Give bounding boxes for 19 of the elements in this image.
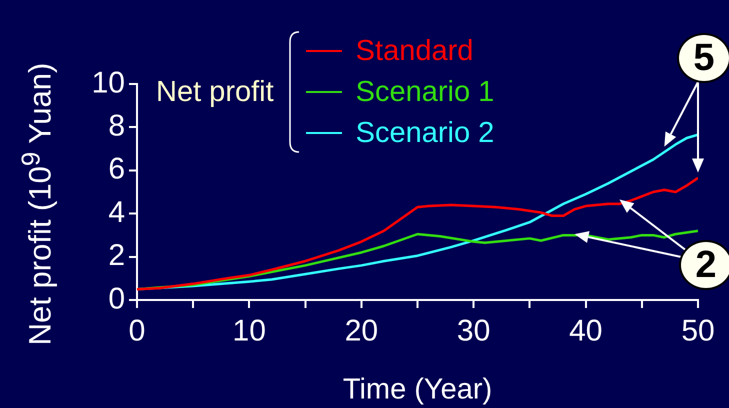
x-tick-label: 10 bbox=[232, 314, 266, 348]
x-tick-label: 30 bbox=[456, 314, 490, 348]
y-tick-label: 6 bbox=[108, 152, 125, 186]
y-tick-label: 8 bbox=[108, 109, 125, 142]
legend-label: Scenario 1 bbox=[356, 76, 494, 108]
y-tick-label: 0 bbox=[108, 282, 125, 316]
annotation: 5 bbox=[677, 33, 729, 83]
x-tick-label: 50 bbox=[681, 314, 715, 348]
y-tick-label: 10 bbox=[92, 66, 125, 100]
annotation: 2 bbox=[679, 240, 729, 290]
x-tick-label: 20 bbox=[344, 314, 378, 348]
legend-label: Standard bbox=[356, 34, 474, 68]
y-tick-label: 2 bbox=[108, 239, 125, 272]
legend-title: Net profit bbox=[156, 76, 274, 108]
x-axis-title: Time (Year) bbox=[342, 374, 492, 406]
x-tick-label: 40 bbox=[569, 314, 602, 348]
x-tick-label: 0 bbox=[128, 314, 146, 348]
legend-label: Scenario 2 bbox=[356, 116, 494, 150]
y-tick-label: 4 bbox=[108, 196, 125, 229]
